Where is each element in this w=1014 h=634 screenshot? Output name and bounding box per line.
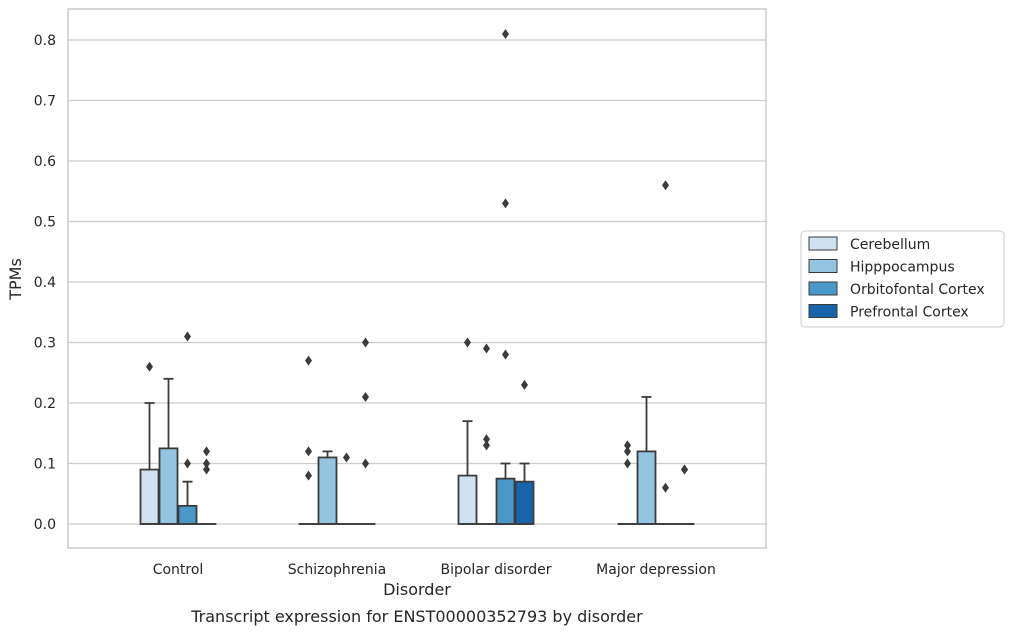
legend-swatch	[808, 281, 838, 296]
box-plots	[139, 28, 695, 525]
outlier-point	[203, 446, 210, 457]
outlier-point	[483, 343, 490, 354]
outlier-point	[362, 458, 369, 469]
box-prefrontal-cortex-1	[355, 337, 376, 525]
legend-label: Prefrontal Cortex	[850, 305, 969, 321]
outlier-point	[343, 452, 350, 463]
x-tick-label: Schizophrenia	[288, 562, 386, 578]
outlier-point	[203, 458, 210, 469]
box-cerebellum-2	[457, 337, 478, 525]
legend-label: Hipppocampus	[850, 260, 955, 276]
box-orbitofontal-cortex-1	[336, 452, 357, 525]
legend-frame	[800, 230, 1005, 328]
outlier-point	[483, 434, 490, 445]
box-hipppocampus-3	[636, 396, 657, 525]
x-tick-label: Bipolar disorder	[440, 562, 551, 578]
outlier-point	[464, 337, 471, 348]
outlier-point	[624, 440, 631, 451]
box-body	[177, 504, 198, 525]
y-tick-label: 0.6	[34, 154, 56, 170]
box-orbitofontal-cortex-0	[177, 331, 198, 525]
outlier-point	[362, 337, 369, 348]
box-prefrontal-cortex-0	[196, 446, 217, 525]
outlier-point	[662, 482, 669, 493]
x-tick-label: Control	[153, 562, 204, 578]
outlier-point	[305, 470, 312, 481]
y-tick-label: 0.7	[34, 94, 56, 110]
legend-swatch	[808, 236, 838, 251]
outlier-point	[184, 458, 191, 469]
outlier-point	[203, 464, 210, 475]
outlier-point	[305, 446, 312, 457]
legend-label: Cerebellum	[850, 237, 930, 253]
x-tick-label: Major depression	[596, 562, 716, 578]
outlier-point	[624, 458, 631, 469]
box-body	[139, 468, 160, 525]
outlier-point	[624, 446, 631, 457]
y-tick-label: 0.8	[34, 33, 56, 49]
box-hipppocampus-0	[158, 377, 179, 525]
box-body	[158, 447, 179, 525]
box-body	[317, 456, 338, 525]
y-tick-label: 0.5	[34, 215, 56, 231]
outlier-point	[146, 361, 153, 372]
outlier-point	[483, 440, 490, 451]
y-tick-label: 0.4	[34, 275, 56, 291]
legend-swatch	[808, 259, 838, 273]
plot-frame	[67, 8, 767, 549]
outlier-point	[305, 355, 312, 366]
y-tick-label: 0.3	[34, 336, 56, 352]
y-axis-ticks: 0.0 0.1 0.2 0.3 0.4 0.5 0.6 0.7 0.8	[34, 33, 56, 533]
outlier-point	[502, 28, 509, 39]
y-tick-label: 0.2	[34, 396, 56, 412]
outlier-point	[502, 198, 509, 209]
outlier-point	[681, 464, 688, 475]
box-body	[495, 477, 516, 525]
box-hipppocampus-2	[476, 343, 497, 525]
box-body	[636, 450, 657, 525]
figure-caption: Transcript expression for ENST0000035279…	[190, 607, 643, 626]
outlier-point	[184, 331, 191, 342]
y-tick-label: 0.1	[34, 457, 56, 473]
outlier-point	[362, 391, 369, 402]
outlier-point	[502, 349, 509, 360]
box-orbitofontal-cortex-3	[655, 180, 676, 525]
y-tick-label: 0.0	[34, 517, 56, 533]
box-orbitofontal-cortex-2	[495, 28, 516, 525]
legend-swatch	[808, 304, 838, 318]
legend-label: Orbitofontal Cortex	[850, 282, 985, 298]
y-axis-label: TPMs	[6, 258, 25, 301]
box-cerebellum-0	[139, 361, 160, 525]
box-cerebellum-1	[298, 355, 319, 525]
box-body	[457, 474, 478, 525]
box-body	[514, 480, 535, 525]
box-prefrontal-cortex-3	[674, 464, 695, 525]
box-cerebellum-3	[617, 440, 638, 525]
outlier-point	[521, 379, 528, 390]
legend: Cerebellum Hipppocampus Orbitofontal Corte…	[800, 230, 1005, 328]
x-axis-label: Disorder	[383, 580, 451, 599]
x-axis-ticks: Control Schizophrenia Bipolar disorder Majo…	[153, 562, 716, 578]
box-hipppocampus-1	[317, 450, 338, 525]
box-prefrontal-cortex-2	[514, 379, 535, 525]
outlier-point	[662, 180, 669, 191]
